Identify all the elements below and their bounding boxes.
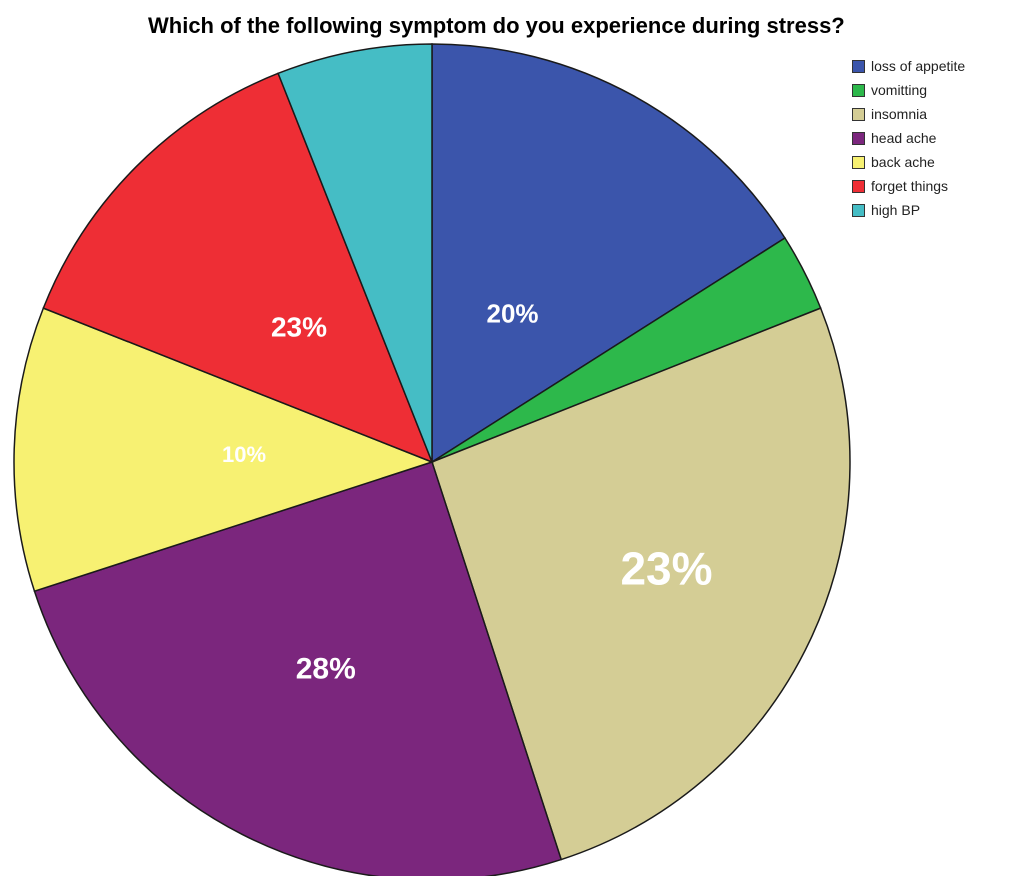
legend-label: back ache	[871, 154, 935, 170]
legend-label: insomnia	[871, 106, 928, 122]
legend-item: head ache	[852, 126, 965, 150]
data-label-back-ache: 10%	[222, 442, 266, 467]
legend-item: high BP	[852, 198, 965, 222]
pie-slice-forget-things	[42, 72, 434, 464]
pie-slice-head-ache	[33, 461, 563, 876]
legend-label: forget things	[871, 178, 949, 194]
legend-label: loss of appetite	[871, 58, 966, 74]
data-label-insomnia: 23%	[620, 543, 712, 595]
pie-slice-high-BP	[277, 43, 433, 463]
legend-item: forget things	[852, 174, 965, 198]
data-label-forget-things: 23%	[271, 311, 327, 342]
legend-swatch	[852, 83, 865, 97]
legend-label: high BP	[871, 202, 921, 218]
legend-item: back ache	[852, 150, 965, 174]
data-label-head-ache: 28%	[296, 652, 356, 685]
legend-swatch	[852, 107, 865, 121]
legend: loss of appetite vomitting insomnia head ac…	[852, 54, 965, 222]
pie-slice-loss-of-appetite	[431, 43, 786, 464]
legend-label: vomitting	[871, 82, 928, 98]
pie-slice-insomnia	[431, 307, 851, 861]
legend-swatch	[852, 59, 865, 73]
legend-swatch	[852, 179, 865, 193]
legend-item: loss of appetite	[852, 54, 965, 78]
chart-title: Which of the following symptom do you ex…	[148, 13, 845, 38]
legend-label: head ache	[871, 130, 937, 146]
legend-swatch	[852, 203, 865, 217]
legend-swatch	[852, 131, 865, 145]
legend-swatch	[852, 155, 865, 169]
pie-slice-back-ache	[13, 307, 435, 593]
legend-item: vomitting	[852, 78, 965, 102]
legend-item: insomnia	[852, 102, 965, 126]
data-label-loss-of-appetite: 20%	[487, 298, 539, 328]
